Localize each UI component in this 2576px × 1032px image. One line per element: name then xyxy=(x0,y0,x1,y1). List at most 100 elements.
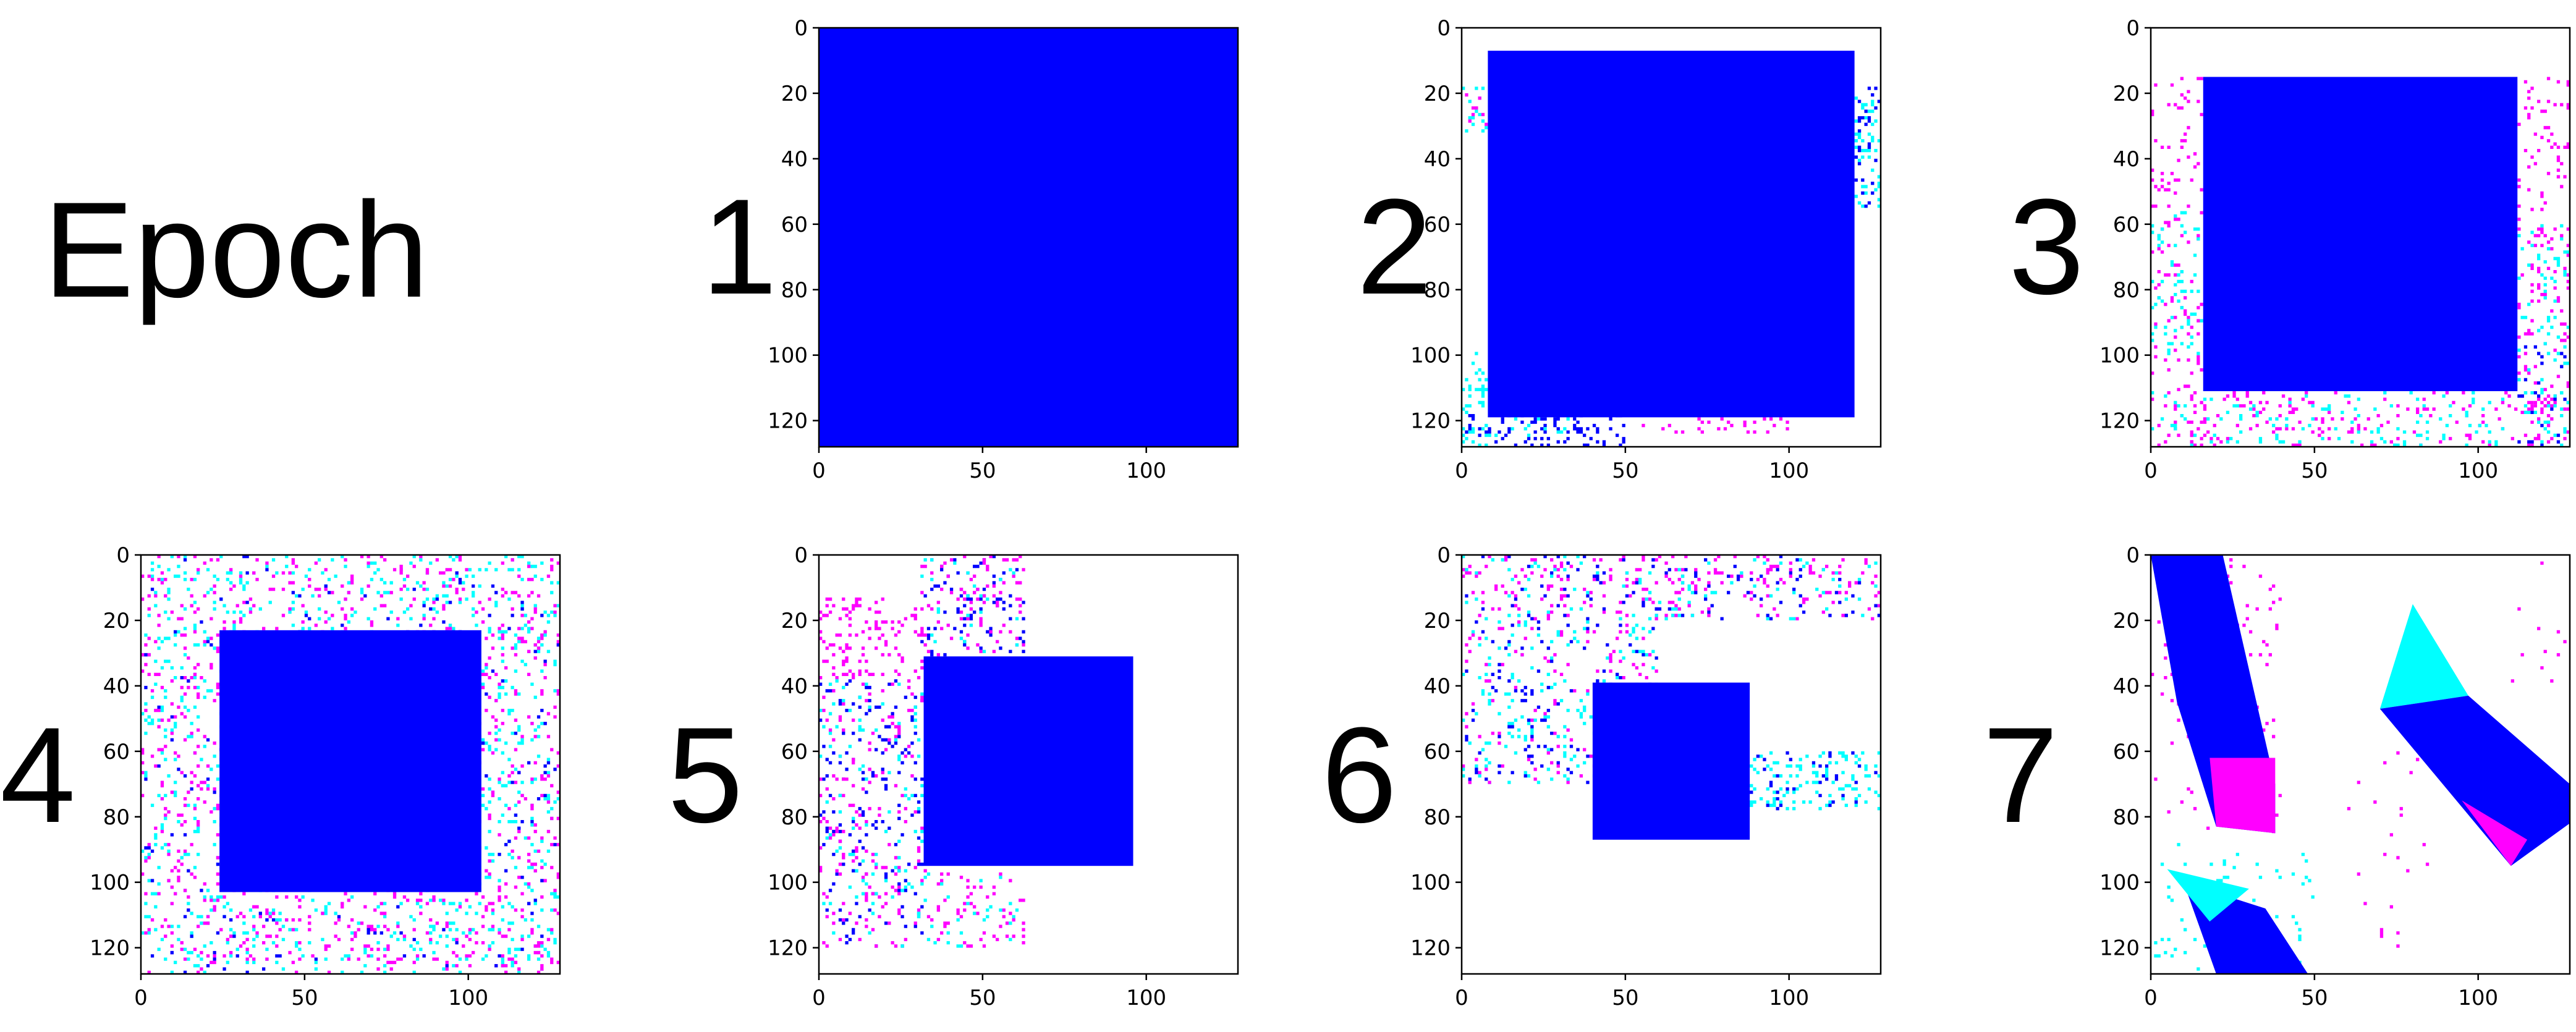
x-tick-label: 50 xyxy=(1612,986,1638,1010)
x-tick-label: 100 xyxy=(2458,986,2498,1010)
axes-frame xyxy=(140,554,561,975)
magenta-region xyxy=(2462,800,2528,866)
y-tick-label: 120 xyxy=(90,936,130,961)
x-tick-label: 0 xyxy=(1455,459,1468,483)
y-tick-label: 20 xyxy=(781,609,808,633)
axes-frame xyxy=(1460,27,1882,448)
x-tick-label: 50 xyxy=(2301,459,2328,483)
heatmap-content xyxy=(1462,51,1881,447)
y-tick-label: 20 xyxy=(1424,82,1451,106)
magenta-speckles xyxy=(819,597,924,680)
panel-epoch-1: 1 0 20 40 60 80 100 120 0 50 100 xyxy=(701,16,1239,483)
epoch-number: 3 xyxy=(2009,171,2084,323)
y-tick-label: 100 xyxy=(768,871,808,895)
axes-frame xyxy=(2150,27,2571,448)
y-tick-label: 40 xyxy=(103,674,130,699)
blue-region xyxy=(2379,695,2570,866)
x-tick-label: 100 xyxy=(1769,986,1809,1010)
x-tick-label: 50 xyxy=(1612,459,1638,483)
x-tick-label: 100 xyxy=(1769,459,1809,483)
axes-frame xyxy=(818,554,1239,975)
y-tick-label: 0 xyxy=(2126,543,2140,568)
y-tick-label: 20 xyxy=(1424,609,1451,633)
y-tick-label: 120 xyxy=(1410,409,1451,434)
y-tick-label: 60 xyxy=(2113,740,2140,764)
x-tick-label: 50 xyxy=(2301,986,2328,1010)
y-tick-label: 0 xyxy=(794,543,808,568)
blue-speckles xyxy=(2517,345,2567,447)
x-tick-label: 100 xyxy=(1126,986,1166,1010)
blue-speckles xyxy=(1854,87,1881,208)
epoch-number: 6 xyxy=(1321,699,1397,851)
y-tick-label: 60 xyxy=(781,213,808,237)
cyan-speckles xyxy=(1750,751,1881,811)
y-tick-label: 100 xyxy=(2099,344,2140,368)
y-tick-label: 20 xyxy=(2113,82,2140,106)
magenta-speckles xyxy=(141,555,560,974)
x-tick-label: 100 xyxy=(1126,459,1166,483)
epoch-number: 5 xyxy=(667,699,743,851)
cyan-speckles xyxy=(1462,555,1878,620)
epoch-number: 2 xyxy=(1357,171,1432,323)
y-tick-label: 80 xyxy=(2113,278,2140,303)
cyan-speckles xyxy=(1462,620,1658,784)
x-tick-label: 0 xyxy=(2144,986,2158,1010)
x-tick-label: 0 xyxy=(812,459,826,483)
y-tick-label: 0 xyxy=(794,16,808,41)
epoch-number: 1 xyxy=(701,171,777,323)
blue-square xyxy=(2203,77,2518,391)
blue-square xyxy=(219,630,481,892)
magenta-speckles xyxy=(1642,417,1789,434)
y-tick-label: 20 xyxy=(781,82,808,106)
y-tick-label: 20 xyxy=(103,609,130,633)
cyan-speckles xyxy=(923,872,1019,948)
panel-epoch-3: 3 0 20 40 60 80 100 120 0 50 100 xyxy=(2009,16,2571,483)
y-tick-label: 80 xyxy=(2113,805,2140,830)
y-tick-label: 0 xyxy=(1437,543,1451,568)
blue-square xyxy=(1592,682,1750,840)
blue-square xyxy=(819,28,1238,447)
cyan-speckles xyxy=(819,679,924,948)
epoch-number: 7 xyxy=(1983,699,2058,851)
y-tick-label: 60 xyxy=(103,740,130,764)
magenta-region xyxy=(2210,758,2276,834)
heatmap-content xyxy=(819,28,1238,447)
blue-square xyxy=(923,656,1133,866)
epoch-number: 4 xyxy=(0,699,75,851)
y-tick-label: 100 xyxy=(90,871,130,895)
y-tick-label: 80 xyxy=(103,805,130,830)
y-tick-label: 100 xyxy=(768,344,808,368)
axes-frame xyxy=(2150,554,2571,975)
y-tick-label: 80 xyxy=(781,278,808,303)
magenta-speckles xyxy=(923,869,1025,948)
epoch-heading: Epoch xyxy=(43,174,429,326)
y-tick-label: 40 xyxy=(1424,674,1451,699)
x-tick-label: 50 xyxy=(291,986,318,1010)
x-tick-label: 100 xyxy=(2458,459,2498,483)
y-tick-label: 0 xyxy=(2126,16,2140,41)
y-tick-label: 120 xyxy=(2099,409,2140,434)
blue-square xyxy=(1488,51,1855,418)
y-tick-label: 100 xyxy=(1410,871,1451,895)
y-tick-label: 80 xyxy=(1424,278,1451,303)
y-tick-label: 60 xyxy=(2113,213,2140,237)
y-tick-label: 120 xyxy=(1410,936,1451,961)
y-tick-label: 0 xyxy=(1437,16,1451,41)
y-tick-label: 40 xyxy=(781,147,808,172)
magenta-speckles xyxy=(2517,77,2570,447)
cyan-region xyxy=(2379,604,2468,709)
y-tick-label: 80 xyxy=(781,805,808,830)
y-tick-label: 0 xyxy=(116,543,130,568)
y-tick-label: 100 xyxy=(1410,344,1451,368)
y-tick-label: 100 xyxy=(2099,871,2140,895)
heatmap-content xyxy=(1462,555,1881,840)
magenta-speckles xyxy=(1465,93,1488,126)
x-tick-label: 0 xyxy=(134,986,148,1010)
x-tick-label: 0 xyxy=(1455,986,1468,1010)
